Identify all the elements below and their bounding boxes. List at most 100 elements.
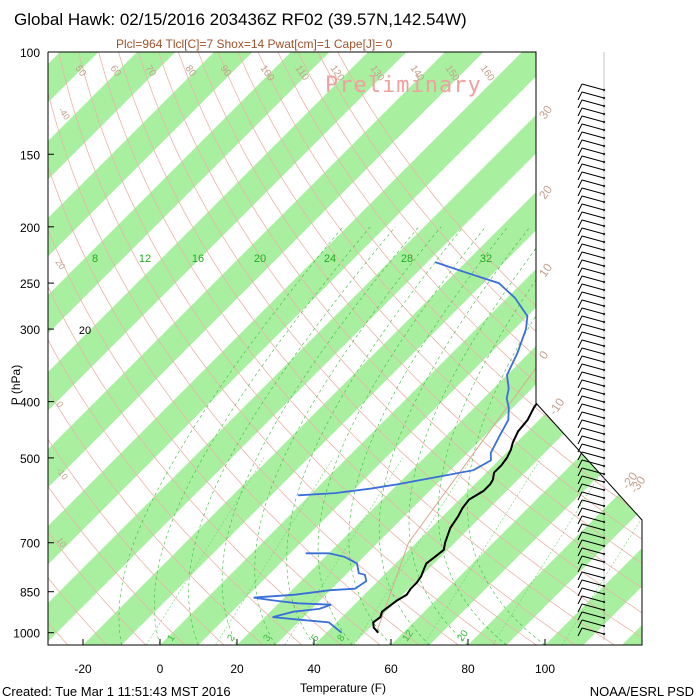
temperature-trace <box>372 56 642 634</box>
isotherm-label: 20 <box>79 325 91 337</box>
band-label: 3 <box>261 632 273 643</box>
band-label: 2 <box>225 632 237 643</box>
x-tick-label: -20 <box>74 662 92 676</box>
isotherm-band <box>48 52 561 645</box>
moist-adiabat-label: 30 <box>536 102 555 121</box>
isotherm-band <box>48 52 484 645</box>
dry-adiabat <box>48 52 264 645</box>
x-tick-label: 80 <box>461 662 475 676</box>
wind-barb <box>581 523 605 531</box>
wind-barb <box>581 451 605 459</box>
wind-barb <box>581 227 605 235</box>
y-tick-label: 700 <box>20 537 40 551</box>
wind-barb <box>581 419 605 427</box>
wind-barb-flag <box>577 627 583 637</box>
isotherm-band <box>0 52 22 645</box>
wind-barb <box>581 531 605 539</box>
wind-barb <box>581 363 605 371</box>
dry-adiabat <box>257 52 642 645</box>
wind-barb-flag <box>577 619 583 629</box>
wind-barb-flag <box>577 411 583 421</box>
wind-barb <box>581 627 605 635</box>
moist-adiabat-label: 0 <box>54 399 65 409</box>
wind-barb <box>581 195 605 203</box>
wind-barb <box>581 339 605 347</box>
band-label: 1 <box>165 632 177 643</box>
moist-adiabat <box>408 226 553 645</box>
wind-barb <box>581 515 605 523</box>
wind-barb <box>581 147 605 155</box>
wind-barb-flag <box>577 571 583 581</box>
wind-barb-flag <box>577 475 583 485</box>
wind-barb <box>581 83 605 91</box>
dry-adiabat <box>48 52 381 645</box>
dry-adiabat <box>58 52 498 645</box>
wind-barb <box>581 347 605 355</box>
y-tick-label: 200 <box>20 221 40 235</box>
wind-barb <box>581 371 605 379</box>
wind-barb-flag <box>577 211 583 221</box>
wind-barb <box>581 611 605 619</box>
isotherm-band <box>48 52 253 645</box>
plot-area <box>0 52 642 645</box>
wind-barb-flag <box>577 187 583 197</box>
wind-barb-flag <box>577 131 583 141</box>
moist-adiabat <box>154 226 371 645</box>
wind-barb <box>581 595 605 603</box>
created-timestamp: Created: Tue Mar 1 11:51:43 MST 2016 <box>2 684 231 699</box>
wind-barb-flag <box>577 307 583 317</box>
wind-barb <box>581 563 605 571</box>
isotherm-band <box>48 52 330 645</box>
wind-barb <box>581 619 605 627</box>
y-tick-label: 1000 <box>13 627 40 641</box>
wind-barb <box>581 459 605 467</box>
wind-barb <box>581 507 605 515</box>
isotherm-band <box>622 52 642 645</box>
wind-barb-flag <box>577 323 583 333</box>
wind-barb-flag <box>577 459 583 469</box>
wind-barb-flag <box>577 579 583 589</box>
moist-adiabat-label: 0 <box>536 348 551 362</box>
wind-barb-flag <box>577 283 583 293</box>
wind-barb-flag <box>577 403 583 413</box>
mixing-ratio-label: 16 <box>192 253 204 265</box>
dry-adiabat <box>177 52 642 645</box>
wind-barb-flag <box>577 315 583 325</box>
wind-barb <box>581 203 605 211</box>
wind-barb <box>581 299 605 307</box>
dry-adiabat <box>197 52 642 645</box>
band-label: 20 <box>455 628 471 644</box>
y-tick-label: 250 <box>20 277 40 291</box>
moist-adiabat-label: 10 <box>536 260 555 279</box>
wind-barb <box>581 107 605 115</box>
wind-barb <box>581 427 605 435</box>
y-tick-label: 100 <box>20 46 40 60</box>
wind-barb <box>581 123 605 131</box>
mixing-ratio-line <box>215 457 334 645</box>
wind-barb-flag <box>577 419 583 429</box>
moist-adiabat-label: 20 <box>53 257 67 271</box>
wind-barb <box>581 115 605 123</box>
dry-adiabat <box>48 52 147 645</box>
wind-barb-flag <box>577 83 583 93</box>
moist-adiabat-label: 20 <box>536 182 555 201</box>
x-tick-label: 60 <box>384 662 398 676</box>
wind-barb-flag <box>577 235 583 245</box>
wind-barb-flag <box>577 531 583 541</box>
wind-barb-flag <box>577 147 583 157</box>
wind-barb <box>581 99 605 107</box>
moist-adiabat <box>348 226 508 645</box>
dry-adiabat <box>0 52 29 645</box>
wind-barb-flag <box>577 451 583 461</box>
dry-adiabat <box>48 52 225 645</box>
wind-barb <box>581 251 605 259</box>
dry-adiabat <box>48 52 459 645</box>
wind-barb <box>581 579 605 587</box>
wind-barb <box>581 571 605 579</box>
wind-barb-flag <box>577 331 583 341</box>
wind-barb <box>581 475 605 483</box>
wind-barb-flag <box>577 139 583 149</box>
wind-barb-flag <box>577 539 583 549</box>
wind-barb-flag <box>577 251 583 261</box>
wind-barb <box>581 379 605 387</box>
